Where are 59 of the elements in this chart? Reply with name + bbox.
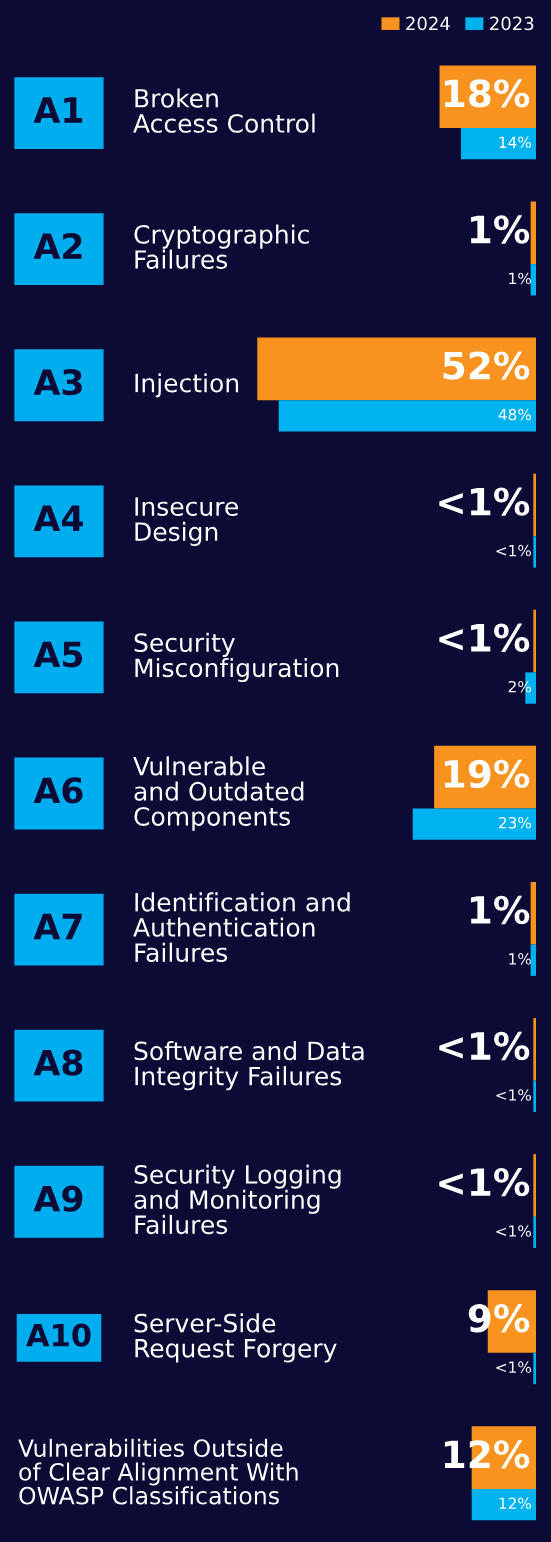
data-label: 12% bbox=[499, 1497, 531, 1510]
data-label: <1% bbox=[496, 1361, 531, 1373]
bar bbox=[533, 1018, 536, 1081]
data-label: <1% bbox=[496, 544, 531, 557]
bar bbox=[533, 1154, 536, 1217]
bar bbox=[533, 536, 536, 568]
bar bbox=[530, 201, 536, 265]
bar bbox=[278, 400, 536, 432]
data-label: 48% bbox=[498, 408, 531, 421]
y-tick-label: Broken Access Control bbox=[133, 88, 315, 133]
data-label: <1% bbox=[439, 1167, 530, 1197]
bar bbox=[257, 337, 536, 401]
annotation: A6 bbox=[33, 777, 83, 804]
data-label: <1% bbox=[439, 623, 530, 652]
bar bbox=[533, 609, 536, 673]
y-tick-label: Server-Side Request Forgery bbox=[134, 1313, 337, 1363]
bar bbox=[460, 128, 536, 160]
y-tick-label: Security Misconfiguration bbox=[134, 632, 339, 683]
annotation: A7 bbox=[33, 913, 82, 940]
data-label: <1% bbox=[496, 1089, 531, 1101]
y-tick-label: Software and Data Integrity Failures bbox=[134, 1041, 364, 1091]
bar bbox=[530, 944, 536, 976]
data-label: 1% bbox=[471, 215, 530, 244]
data-label: 1% bbox=[509, 953, 531, 965]
y-tick-label: Insecure Design bbox=[135, 497, 238, 546]
bar bbox=[533, 1080, 536, 1112]
annotation: A1 bbox=[33, 97, 83, 123]
data-label: 18% bbox=[444, 79, 530, 108]
y-tick-label: Vulnerabilities Outside of Clear Alignment With OWASP Classifications bbox=[18, 1438, 298, 1505]
y-tick-label: Injection bbox=[135, 373, 239, 398]
legend-label: 2023 bbox=[490, 16, 534, 31]
bar bbox=[530, 264, 536, 296]
annotation: A4 bbox=[33, 505, 83, 531]
y-tick-label: Cryptographic Failures bbox=[134, 224, 309, 269]
y-tick-label: Security Logging and Monitoring Failures bbox=[134, 1164, 341, 1235]
bar bbox=[530, 881, 536, 945]
data-label: 19% bbox=[444, 759, 530, 789]
annotation: A2 bbox=[33, 232, 82, 259]
bar bbox=[533, 1352, 536, 1385]
data-label: 14% bbox=[499, 136, 531, 149]
data-label: <1% bbox=[439, 487, 530, 516]
data-label: 23% bbox=[499, 817, 531, 829]
data-label: 52% bbox=[443, 351, 530, 380]
data-label: <1% bbox=[496, 1225, 531, 1237]
annotation: A5 bbox=[33, 641, 83, 668]
bar bbox=[412, 808, 536, 840]
data-label: 1% bbox=[471, 895, 530, 925]
annotation: A3 bbox=[33, 369, 82, 396]
bar bbox=[533, 473, 536, 537]
bar bbox=[471, 1488, 536, 1521]
annotation: A10 bbox=[26, 1323, 91, 1347]
legend-label: 2024 bbox=[406, 16, 450, 31]
annotation: A9 bbox=[33, 1185, 83, 1212]
data-label: 1% bbox=[509, 272, 531, 285]
data-label: <1% bbox=[439, 1031, 530, 1061]
y-tick-label: Identification and Authentication Failures bbox=[133, 892, 350, 962]
y-tick-label: Vulnerable and Outdated Components bbox=[133, 756, 304, 831]
bar bbox=[533, 1216, 536, 1249]
annotation: A8 bbox=[33, 1049, 83, 1076]
